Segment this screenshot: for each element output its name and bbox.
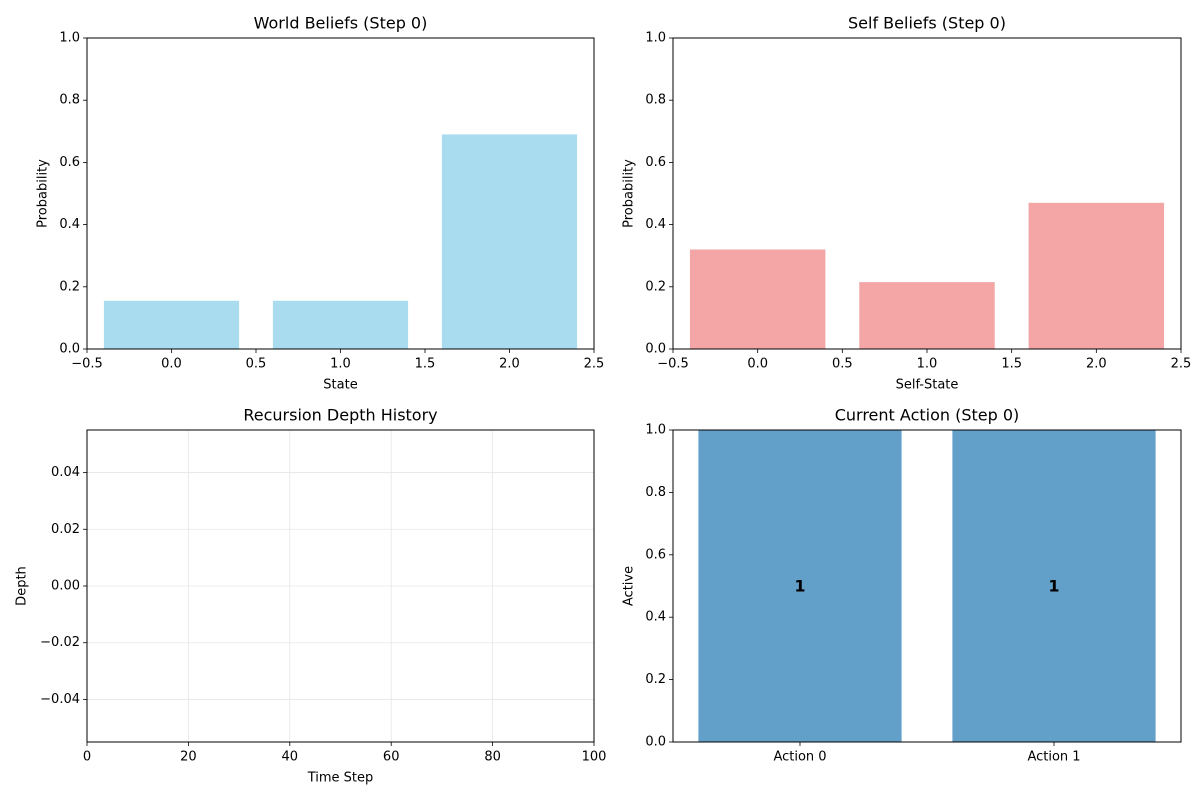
y-tick-label: 0.2 (645, 672, 666, 687)
y-axis-label: Active (622, 566, 637, 606)
y-tick-label: 0.00 (51, 579, 80, 594)
y-tick-label: 0.0 (59, 342, 80, 357)
y-tick-label: 0.2 (645, 279, 666, 294)
bar (698, 430, 902, 742)
y-tick-label: 1.0 (645, 423, 666, 438)
x-tick-label: 0.5 (832, 357, 853, 372)
y-tick-label: −0.04 (40, 692, 80, 707)
y-tick-label: 0.6 (645, 155, 666, 170)
x-tick-label: 80 (484, 750, 501, 765)
bar-value-label: 1 (1048, 577, 1059, 596)
x-axis-label: Time Step (307, 771, 374, 786)
x-tick-label: 1.0 (330, 357, 351, 372)
x-tick-label: 0.0 (747, 357, 768, 372)
x-tick-label: 0 (83, 750, 91, 765)
x-tick-label: 2.0 (499, 357, 520, 372)
y-axis-label: Probability (622, 159, 637, 228)
y-tick-label: 0.6 (645, 547, 666, 562)
bar (272, 300, 409, 349)
x-tick-label: Action 0 (773, 750, 826, 765)
x-tick-label: 60 (383, 750, 400, 765)
bar (689, 249, 826, 349)
x-tick-label: −0.5 (657, 357, 689, 372)
bar (103, 300, 240, 349)
x-tick-label: 1.5 (1001, 357, 1022, 372)
y-axis-label: Depth (15, 566, 30, 606)
x-tick-label: 0.5 (246, 357, 267, 372)
bar (1028, 202, 1165, 349)
axes-frame (672, 37, 1182, 350)
y-tick-label: 0.8 (645, 93, 666, 108)
y-tick-label: −0.02 (40, 635, 80, 650)
chart-panel-4: 0.0 0.2 0.4 0.6 0.8 1.0 Action 0 Action 1 1 1 Curr… (622, 406, 1182, 765)
y-tick-label: 0.0 (645, 735, 666, 750)
bar (859, 282, 995, 349)
x-tick-label: 2.5 (1171, 357, 1192, 372)
x-axis-label: State (323, 378, 357, 393)
chart-panel-1: 0.00.20.40.60.81.0−0.5 0.0 0.5 1.0 1.5 2.0 2.5… (36, 14, 605, 393)
y-tick-label: 0.8 (59, 93, 80, 108)
chart-title: Recursion Depth History (243, 406, 437, 425)
y-tick-label: 0.2 (59, 279, 80, 294)
y-tick-label: 1.0 (59, 31, 80, 46)
y-tick-label: 0.8 (645, 485, 666, 500)
y-tick-label: 0.0 (645, 342, 666, 357)
y-tick-label: 1.0 (645, 31, 666, 46)
x-tick-label: −0.5 (71, 357, 103, 372)
axes-frame (86, 429, 595, 743)
chart-panel-3: −0.04 −0.02 0.00 0.02 0.04 0 20 40 60 80 100 Recurs… (15, 406, 607, 786)
x-axis-label: Self-State (896, 378, 959, 393)
axes-frame (672, 429, 1182, 743)
y-tick-label: 0.4 (59, 217, 80, 232)
chart-title: Current Action (Step 0) (835, 406, 1020, 425)
x-tick-label: 1.0 (917, 357, 938, 372)
x-tick-label: 2.5 (584, 357, 605, 372)
chart-panel-2: 0.00.20.40.60.81.0−0.5 0.0 0.5 1.0 1.5 2.0 2.5… (622, 14, 1192, 393)
y-axis-label: Probability (36, 159, 51, 228)
x-tick-label: 100 (582, 750, 607, 765)
y-tick-label: 0.4 (645, 610, 666, 625)
x-tick-label: 40 (282, 750, 299, 765)
chart-title: Self Beliefs (Step 0) (848, 14, 1006, 33)
chart-title: World Beliefs (Step 0) (254, 14, 428, 33)
x-tick-label: 1.5 (415, 357, 436, 372)
bar (441, 134, 578, 349)
x-tick-label: 2.0 (1086, 357, 1107, 372)
x-tick-label: 0.0 (161, 357, 182, 372)
bar-value-label: 1 (794, 577, 805, 596)
axes-frame (86, 37, 595, 350)
y-tick-label: 0.02 (51, 522, 80, 537)
bar (952, 430, 1156, 742)
y-tick-label: 0.4 (645, 217, 666, 232)
y-tick-label: 0.04 (51, 465, 80, 480)
x-tick-label: 20 (180, 750, 197, 765)
x-tick-label: Action 1 (1027, 750, 1080, 765)
y-tick-label: 0.6 (59, 155, 80, 170)
